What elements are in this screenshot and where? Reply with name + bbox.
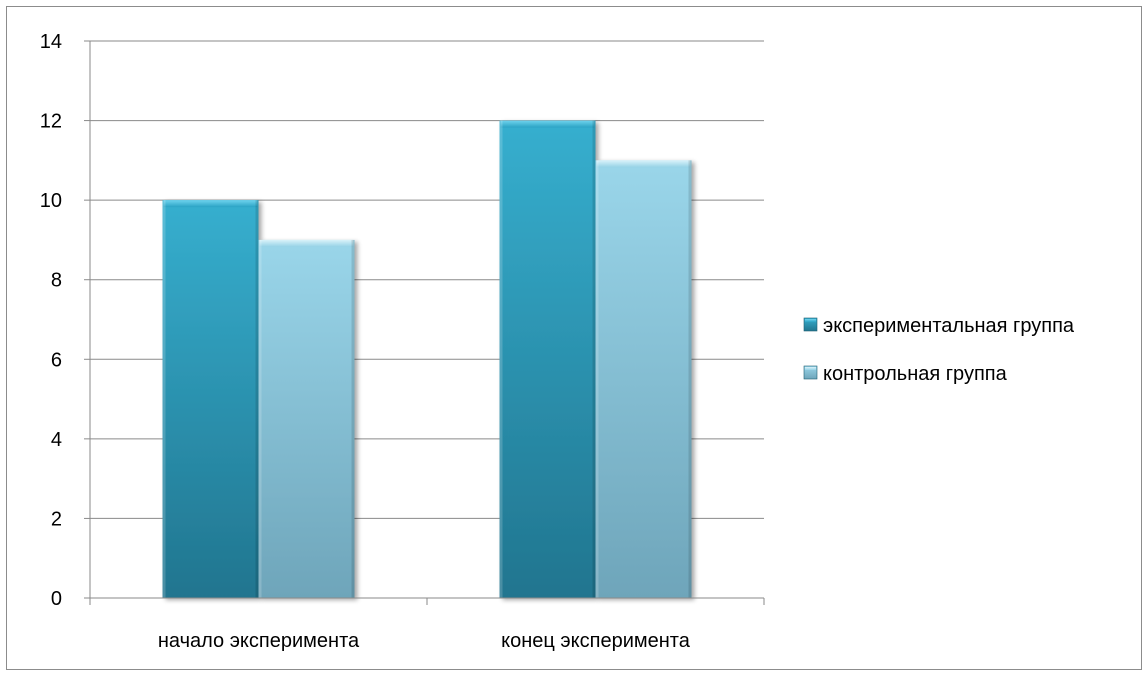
legend-item: экспериментальная группа: [803, 315, 1075, 337]
bar-left-edge: [595, 160, 599, 598]
bar: [258, 239, 355, 598]
y-tick-label: 10: [40, 190, 62, 212]
bar-top-bevel: [596, 160, 691, 168]
bar-group: [162, 200, 259, 598]
y-tick-label: 14: [40, 31, 62, 53]
bar-group: [595, 160, 692, 598]
legend-swatch-bevel: [805, 367, 816, 370]
bar-top-bevel: [259, 239, 354, 247]
bar: [162, 200, 259, 598]
bar-right-edge: [592, 120, 596, 599]
y-tick-label: 4: [51, 429, 62, 451]
bar: [595, 160, 692, 598]
axes: [84, 40, 765, 605]
bar-left-edge: [162, 200, 166, 598]
legend-swatch-bevel: [805, 319, 816, 322]
x-tick-labels: начало эксперимента конец эксперимента: [158, 630, 691, 652]
bar-left-edge: [499, 120, 503, 599]
y-tick-labels: 0 2 4 6 8 10 12 14: [40, 31, 62, 610]
x-tick-label: конец эксперимента: [501, 630, 691, 652]
bar-top-bevel: [500, 120, 595, 128]
bar-right-edge: [351, 239, 355, 598]
legend-label: экспериментальная группа: [823, 315, 1075, 337]
legend-label: контрольная группа: [823, 363, 1008, 385]
bar-left-edge: [258, 239, 262, 598]
x-tick-label: начало эксперимента: [158, 630, 360, 652]
bar-right-edge: [688, 160, 692, 598]
legend-item: контрольная группа: [803, 363, 1008, 385]
y-tick-label: 12: [40, 111, 62, 133]
bar-group: [258, 239, 355, 598]
legend: экспериментальная группа контрольная груп…: [803, 315, 1075, 385]
bar-right-edge: [255, 200, 259, 598]
bars: [162, 120, 692, 599]
bar-top-bevel: [163, 200, 258, 208]
y-tick-label: 0: [51, 588, 62, 610]
bar-group: [499, 120, 596, 599]
y-tick-label: 8: [51, 270, 62, 292]
y-tick-label: 2: [51, 508, 62, 530]
bar: [499, 120, 596, 599]
y-tick-label: 6: [51, 349, 62, 371]
